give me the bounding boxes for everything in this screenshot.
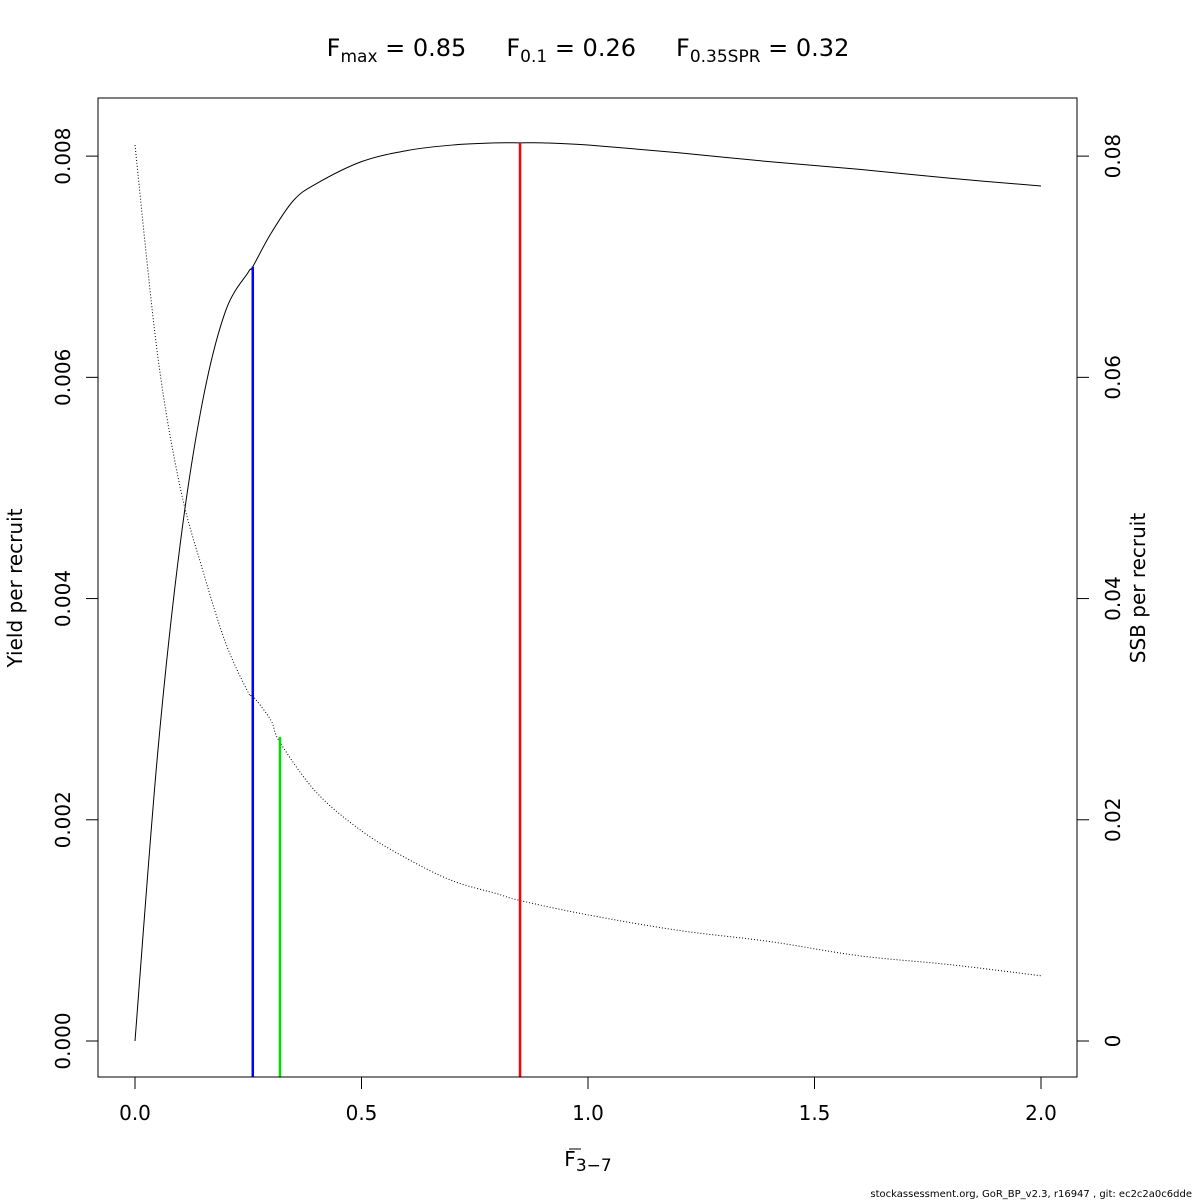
x-axis: 0.0 0.5 1.0 1.5 2.0 [119,1076,1057,1125]
y-right-tick-label: 0.08 [1101,134,1125,179]
title-part-1-sub: 0.1 [520,47,547,67]
x-label-sub: 3−7 [576,1156,612,1176]
ssb-per-recruit-line [134,145,1042,977]
title-part-2-sub: 0.35SPR [690,47,761,67]
x-tick-label: 2.0 [1025,1101,1057,1125]
y-axis-left: 0.000 0.002 0.004 0.006 0.008 [51,127,98,1070]
footer-credit: stockassessment.org, GoR_BP_v2.3, r16947… [870,1189,1192,1200]
y-right-tick-label: 0 [1101,1035,1125,1048]
title-part-0-sub: max [340,47,377,67]
y-right-tick-label: 0.04 [1101,576,1125,621]
series-layer [134,142,1042,1042]
y-left-tick-label: 0.002 [51,791,75,848]
yield-per-recruit-line [134,142,1042,1042]
reference-lines [251,142,522,1077]
y-left-tick-label: 0.008 [51,127,75,184]
x-tick-label: 0.0 [119,1101,151,1125]
x-tick-label: 0.5 [346,1101,378,1125]
title-part-0-base: F [327,34,341,62]
y-right-tick-label: 0.06 [1101,355,1125,400]
x-label-base: F [564,1147,576,1171]
chart-title: Fmax = 0.85 F0.1 = 0.26 F0.35SPR = 0.32 [327,34,850,67]
y-left-tick-label: 0.004 [51,570,75,627]
title-part-0-value: = 0.85 [378,34,467,62]
y-left-tick-label: 0.006 [51,349,75,406]
title-part-1-value: = 0.26 [547,34,636,62]
title-part-2-value: = 0.32 [761,34,850,62]
title-part-2-base: F [676,34,690,62]
x-tick-label: 1.5 [799,1101,831,1125]
y-left-tick-label: 0.000 [51,1012,75,1069]
y-axis-right: 0 0.02 0.04 0.06 0.08 [1077,134,1125,1048]
plot-box [97,97,1078,1078]
x-axis-label: F3−7 [564,1147,611,1176]
y-axis-right-label: SSB per recruit [1126,513,1150,664]
y-axis-left-label: Yield per recruit [3,508,27,668]
y-right-tick-label: 0.02 [1101,798,1125,843]
title-part-1-base: F [506,34,520,62]
x-tick-label: 1.0 [572,1101,604,1125]
